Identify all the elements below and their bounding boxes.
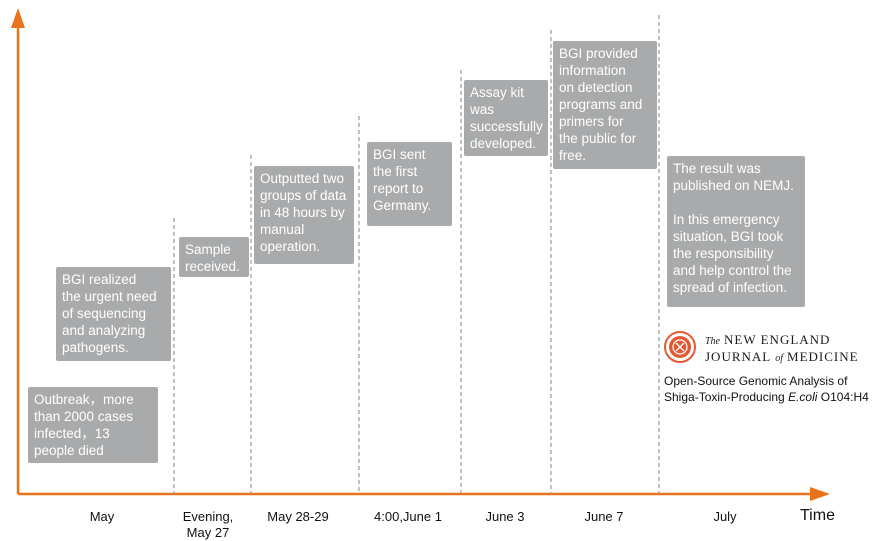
event-line: groups of data	[260, 188, 347, 203]
y-axis-arrow-icon	[11, 8, 25, 28]
journal-title-line1: NEW ENGLAND	[724, 332, 831, 347]
tick-label-may-28-29: May 28-29	[262, 509, 334, 525]
event-line: the urgent need	[62, 289, 157, 304]
tick-label-june-3: June 3	[475, 509, 535, 525]
tick-label-evening-may-27: Evening, May 27	[175, 509, 241, 541]
event-box-assay-kit: Assay kit was successfully developed.	[464, 80, 548, 156]
article-line2-prefix: Shiga-Toxin-Producing	[664, 390, 789, 404]
event-box-outputted-data: Outputted two groups of data in 48 hours…	[254, 166, 354, 264]
tick-label-line: May 28-29	[267, 509, 329, 524]
event-line: Germany.	[373, 198, 432, 213]
event-line: Outputted two	[260, 171, 345, 186]
journal-title-of: of	[775, 353, 784, 364]
event-line: was	[470, 102, 495, 117]
event-line: free.	[559, 148, 587, 163]
journal-title-medicine: MEDICINE	[787, 349, 859, 364]
journal-title-prefix: The	[705, 336, 720, 347]
tick-label-june-7: June 7	[574, 509, 634, 525]
nejm-seal-icon	[664, 331, 696, 363]
event-line: people died	[34, 443, 104, 458]
tick-label-line: June 3	[485, 509, 525, 524]
journal-title-journal: JOURNAL	[705, 349, 772, 364]
article-title-line2: Shiga-Toxin-Producing E.coli O104:H4	[664, 389, 869, 405]
event-line: the public for	[559, 131, 637, 146]
event-line: report to	[373, 181, 424, 196]
event-line: programs and	[559, 97, 643, 112]
tick-label-may: May	[72, 509, 132, 525]
event-box-first-report: BGI sent the first report to Germany.	[367, 142, 452, 226]
event-line: and help control the	[673, 263, 792, 278]
tick-label-line: May 27	[186, 525, 230, 540]
article-line2-suffix: O104:H4	[817, 390, 869, 404]
event-line: operation.	[260, 239, 321, 254]
event-box-published: The result was published on NEMJ. In thi…	[667, 156, 805, 307]
event-line: BGI realized	[62, 272, 137, 287]
tick-label-july: July	[695, 509, 755, 525]
article-title-line1: Open-Source Genomic Analysis of	[664, 374, 848, 388]
event-line: spread of infection.	[673, 280, 788, 295]
event-box-sample-received: Sample received.	[179, 237, 249, 277]
event-line: in 48 hours by	[260, 205, 345, 220]
event-line: Outbreak，more	[34, 392, 134, 407]
event-line: In this emergency	[673, 212, 780, 227]
event-line: the responsibility	[673, 246, 774, 261]
event-line: successfully	[470, 119, 543, 134]
event-line: The result was	[673, 161, 761, 176]
event-line: infected，13	[34, 426, 110, 441]
tick-label-line: 4:00,June 1	[374, 509, 442, 524]
article-title: Open-Source Genomic Analysis of Shiga-To…	[664, 373, 869, 405]
x-axis-arrow-icon	[810, 487, 830, 501]
event-line: and analyzing	[62, 323, 146, 338]
event-line: developed.	[470, 136, 537, 151]
event-line: on detection	[559, 80, 633, 95]
event-line: primers for	[559, 114, 624, 129]
event-line: of sequencing	[62, 306, 147, 321]
event-line: manual	[260, 222, 305, 237]
event-line: pathogens.	[62, 340, 129, 355]
event-line: the first	[373, 164, 418, 179]
tick-label-line: July	[713, 509, 737, 524]
event-line: information	[559, 63, 626, 78]
x-axis-label: Time	[800, 507, 835, 524]
event-line: than 2000 cases	[34, 409, 134, 424]
event-line: Sample	[185, 242, 231, 257]
event-box-outbreak: Outbreak，more than 2000 cases infected，1…	[28, 387, 158, 463]
event-box-urgent-need: BGI realized the urgent need of sequenci…	[56, 267, 171, 361]
tick-label-june-1: 4:00,June 1	[370, 509, 446, 525]
event-line: BGI sent	[373, 147, 426, 162]
article-line2-italic: E.coli	[788, 390, 818, 404]
event-line: published on NEMJ.	[673, 178, 794, 193]
event-line-gap	[673, 194, 799, 211]
event-line: situation, BGI took	[673, 229, 784, 244]
tick-label-line: Evening,	[182, 509, 234, 524]
event-line: Assay kit	[470, 85, 525, 100]
journal-title: The NEW ENGLAND JOURNAL of MEDICINE	[705, 332, 859, 367]
event-line: BGI provided	[559, 46, 638, 61]
tick-label-line: May	[89, 509, 115, 524]
event-box-bgi-provided: BGI provided information on detection pr…	[553, 41, 657, 169]
tick-label-line: June 7	[584, 509, 624, 524]
event-line: received.	[185, 259, 240, 274]
